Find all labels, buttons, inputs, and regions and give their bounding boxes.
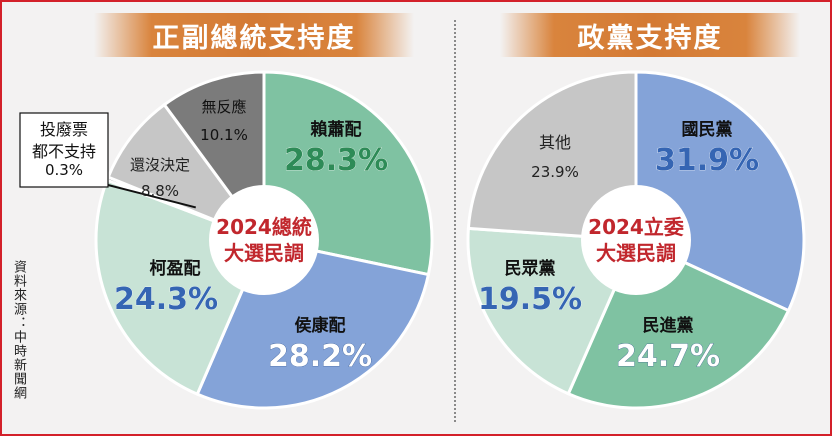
slice-value-label: 10.1% [200,126,248,144]
slice-name-label: 投廢票都不支持 [32,120,96,161]
slice-name-label: 柯盈配 [150,258,201,279]
slice-name-label: 民眾黨 [505,258,556,279]
slice-name-label: 國民黨 [682,119,733,140]
right-title-banner: 政黨支持度 [500,13,800,57]
panel-divider [454,20,456,422]
slice-value-label: 31.9% [655,143,759,178]
callout-box [19,112,109,188]
center-label-line: 2024立委 [588,215,684,239]
center-label-line: 大選民調 [596,241,676,265]
center-disc [581,185,691,295]
slice-name-label: 其他 [539,133,571,152]
slice-value-label: 24.3% [114,282,218,317]
slice-name-label: 侯康配 [295,315,346,336]
left-title: 正副總統支持度 [152,22,356,54]
left-title-banner: 正副總統支持度 [94,13,414,57]
right-title: 政黨支持度 [577,22,723,54]
callout-leader [107,184,197,209]
slice-value-label: 23.9% [531,163,579,181]
slice-value-label: 8.8% [141,182,179,200]
slice-value-label: 28.3% [284,143,388,178]
slice-value-label: 24.7% [616,339,720,374]
slice-value-label: 28.2% [268,339,372,374]
source-note: 資料來源：中時新聞網 [11,260,26,400]
slice-name-label: 無反應 [201,98,246,116]
center-disc [209,185,319,295]
slice-name-label: 民進黨 [643,315,694,336]
slice-value-label: 0.3% [45,161,83,179]
center-label-line: 2024總統 [216,215,312,239]
slice-value-label: 19.5% [478,282,582,317]
slice-name-label: 賴蕭配 [311,119,362,140]
pie-slice-3 [466,70,638,242]
center-label-line: 大選民調 [224,241,304,265]
slice-name-label: 還沒決定 [130,156,190,174]
